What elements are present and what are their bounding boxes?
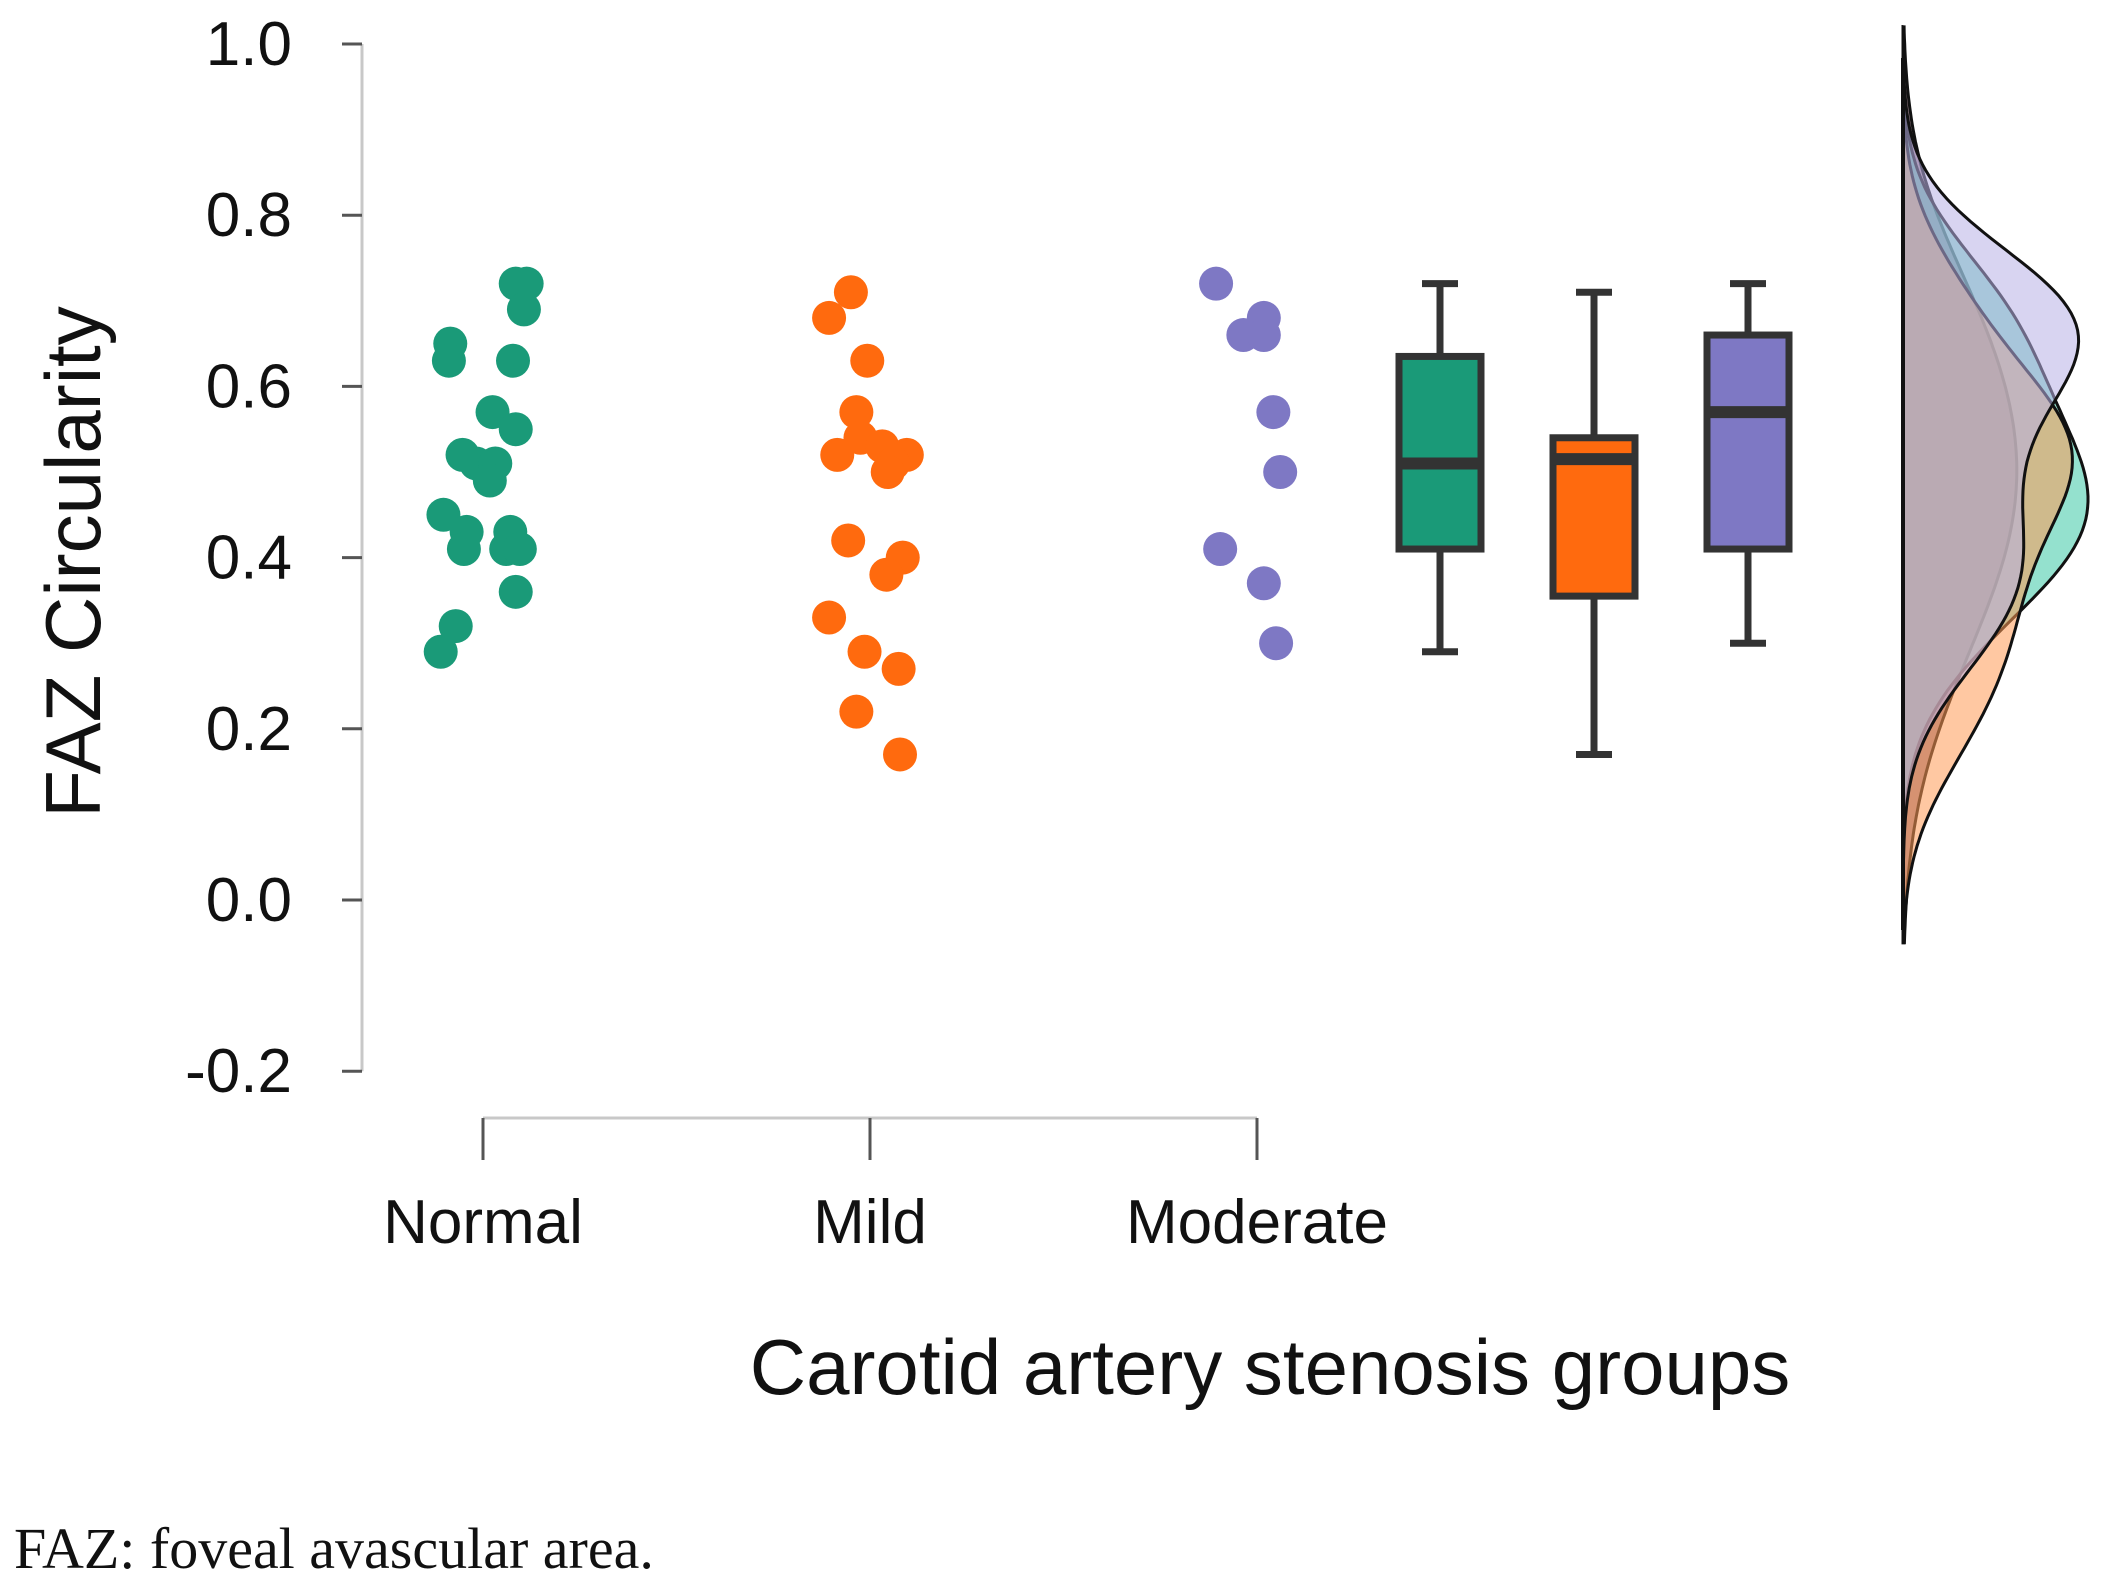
y-tick-label: 1.0 [206,10,292,79]
box-iqr [1703,331,1793,553]
density-clouds [1901,25,2090,945]
data-points [423,266,1298,772]
y-tick-label: 0.8 [206,181,292,250]
box-plots [1395,280,1793,758]
x-axis-title: Carotid artery stenosis groups [750,1323,1790,1411]
x-tick-label-moderate: Moderate [1126,1188,1388,1257]
data-point-normal [426,497,461,532]
x-tick-label-normal: Normal [383,1188,583,1257]
density-moderate [1901,25,2081,943]
x-tick-label-mild: Mild [813,1188,927,1257]
box-plot-mild [1549,288,1639,758]
y-axis: -0.2 0.0 0.2 0.4 0.6 0.8 1.0 [185,10,364,1106]
data-point-mild [869,557,904,592]
data-point-normal [506,292,541,327]
data-point-moderate [1246,318,1281,353]
y-axis-title: FAZ Circularity [29,306,117,817]
data-point-mild [812,300,847,335]
data-point-moderate [1259,626,1294,661]
data-point-mild [820,437,855,472]
data-point-mild [831,523,866,558]
data-point-mild [833,275,868,310]
data-point-normal [498,574,533,609]
data-point-mild [870,455,905,489]
y-tick-label: 0.0 [206,866,292,935]
data-point-normal [446,532,481,567]
y-tick-label: 0.6 [206,352,292,421]
data-point-moderate [1246,566,1281,601]
data-point-mild [883,737,918,772]
data-point-normal [472,463,507,498]
data-point-moderate [1263,455,1298,489]
box-plot-normal [1395,280,1485,656]
data-point-normal [509,266,544,301]
data-point-normal [438,609,473,644]
data-point-mild [839,395,874,430]
y-tick-label: 0.4 [206,524,292,593]
data-point-normal [431,343,466,378]
raincloud-chart: -0.2 0.0 0.2 0.4 0.6 0.8 1.0 Normal Mild Moderat… [29,10,2090,1411]
data-point-normal [475,395,510,430]
box-iqr [1395,352,1485,553]
data-point-normal [502,532,537,567]
data-point-normal [496,343,531,378]
y-tick-label: -0.2 [185,1037,292,1106]
data-point-mild [839,694,874,729]
data-point-mild [881,651,916,686]
data-point-moderate [1256,395,1291,430]
box-plot-moderate [1703,280,1793,647]
data-point-mild [847,634,882,669]
data-point-mild [850,343,885,378]
x-axis: Normal Mild Moderate [383,1116,1388,1257]
data-point-mild [812,600,847,635]
data-point-moderate [1199,266,1234,301]
data-point-moderate [1203,532,1238,567]
data-point-normal [498,412,533,447]
data-point-normal [423,634,458,669]
y-tick-label: 0.2 [206,695,292,764]
figure-caption: FAZ: foveal avascular area. [14,1516,654,1581]
